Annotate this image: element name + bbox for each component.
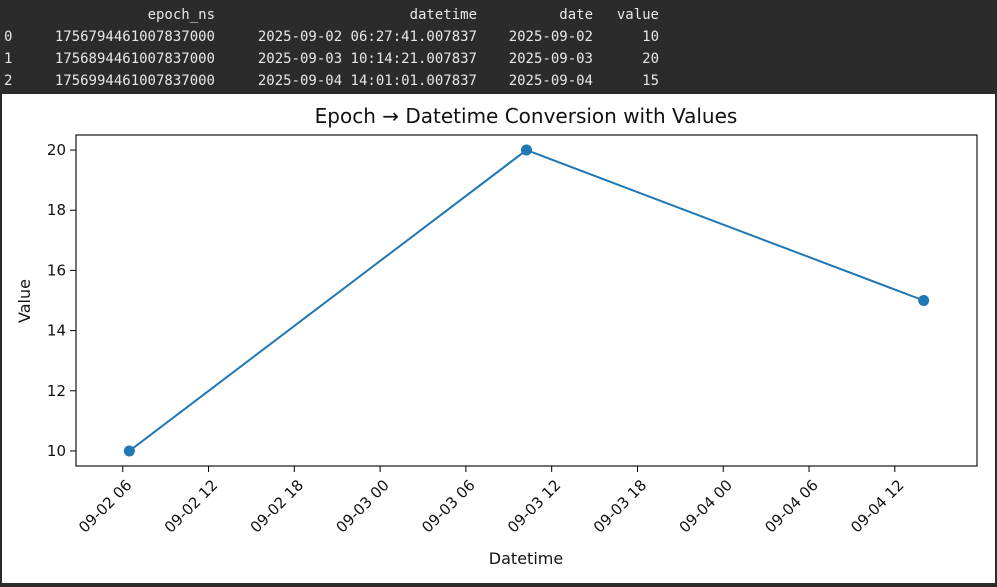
- cell-value: 20: [642, 51, 659, 67]
- column-header-epoch-ns: epoch_ns: [147, 7, 215, 23]
- column-header-date: date: [559, 7, 593, 23]
- y-tick-label: 10: [47, 442, 66, 460]
- cell-date: 2025-09-02: [508, 29, 593, 45]
- chart-title: Epoch → Datetime Conversion with Values: [315, 104, 738, 128]
- chart-background: [2, 94, 995, 583]
- dataframe-text-output: epoch_ns datetime date value 0 175679446…: [0, 4, 997, 92]
- series-markers: [123, 144, 930, 457]
- y-axis-ticks: 10 12 14 16 18 20: [47, 141, 76, 460]
- cell-datetime: 2025-09-03 10:14:21.007837: [257, 51, 477, 67]
- row-index: 2: [4, 73, 13, 89]
- y-tick-label: 14: [47, 322, 66, 340]
- y-tick-label: 16: [47, 261, 66, 279]
- column-header-datetime: datetime: [409, 7, 477, 23]
- table-row: 0 1756794461007837000 2025-09-02 06:27:4…: [0, 26, 997, 48]
- plot-area-frame: [75, 134, 978, 467]
- cell-date: 2025-09-04: [508, 73, 593, 89]
- cell-datetime: 2025-09-04 14:01:01.007837: [257, 73, 477, 89]
- cell-value: 15: [642, 73, 659, 89]
- row-index: 1: [4, 51, 13, 67]
- y-tick-label: 20: [47, 141, 66, 159]
- table-row: 2 1756994461007837000 2025-09-04 14:01:0…: [0, 70, 997, 92]
- dataframe-header-row: epoch_ns datetime date value: [0, 4, 997, 26]
- y-axis-title: Value: [15, 279, 34, 323]
- y-tick-label: 18: [47, 201, 66, 219]
- cell-value: 10: [642, 29, 659, 45]
- cell-epoch-ns: 1756894461007837000: [54, 51, 215, 67]
- y-tick-label: 12: [47, 382, 66, 400]
- x-axis-title: Datetime: [489, 549, 563, 568]
- column-header-value: value: [616, 7, 659, 23]
- cell-date: 2025-09-03: [508, 51, 593, 67]
- data-point: [521, 144, 533, 156]
- cell-epoch-ns: 1756994461007837000: [54, 73, 215, 89]
- data-point: [918, 295, 930, 306]
- line-chart: 10 12 14 16 18 20 09-02 06 09-02 12 09-02 18 09-…: [2, 94, 995, 583]
- cell-epoch-ns: 1756794461007837000: [54, 29, 215, 45]
- table-row: 1 1756894461007837000 2025-09-03 10:14:2…: [0, 48, 997, 70]
- data-point: [123, 445, 135, 457]
- chart-output-panel: 10 12 14 16 18 20 09-02 06 09-02 12 09-02 18 09-…: [2, 94, 995, 583]
- cell-datetime: 2025-09-02 06:27:41.007837: [257, 29, 477, 45]
- row-index: 0: [4, 29, 13, 45]
